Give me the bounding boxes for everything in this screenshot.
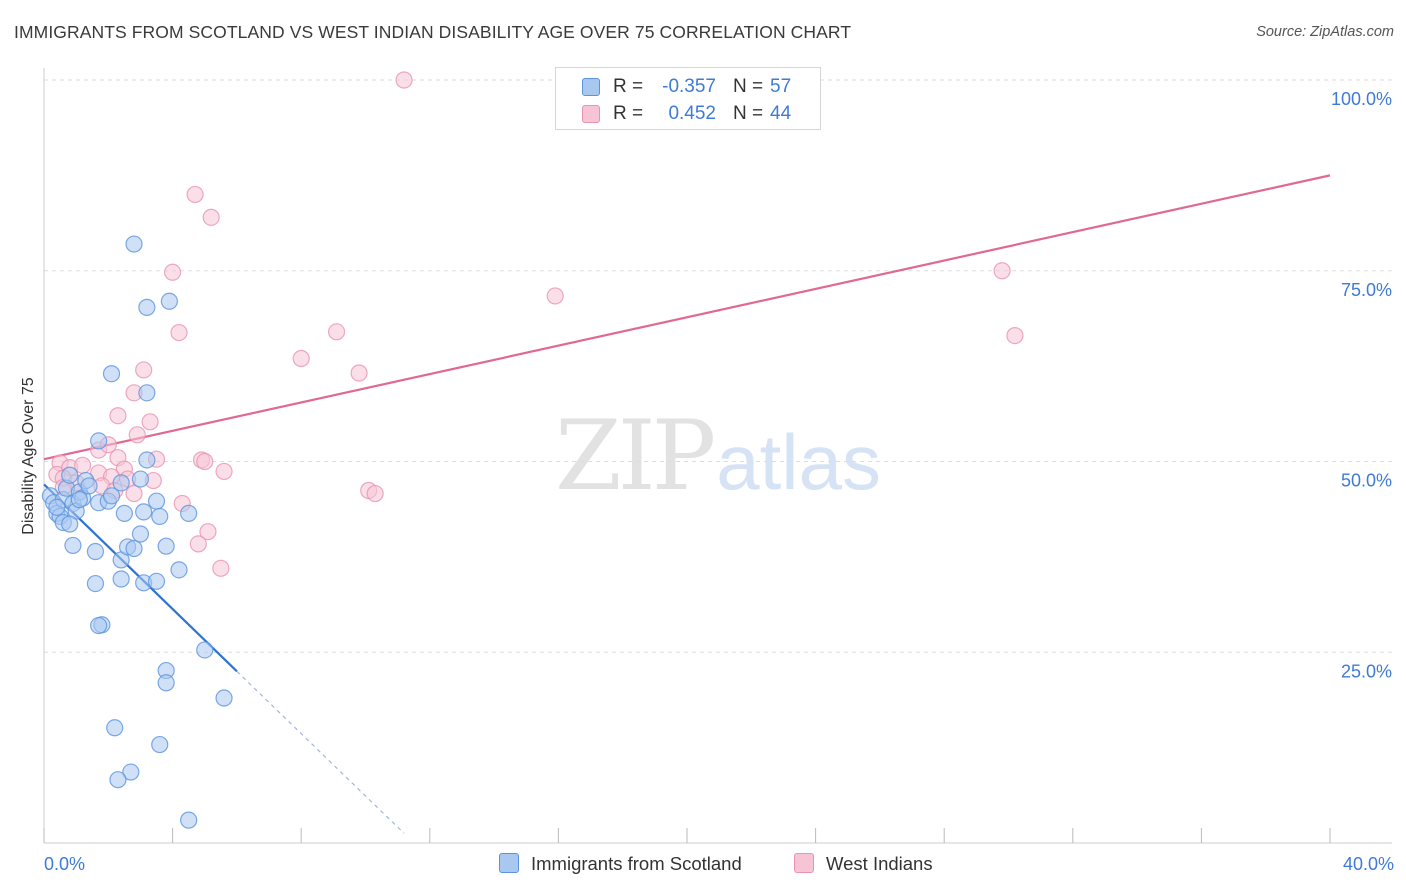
- west-indians-point: [164, 263, 182, 281]
- west-indians-point: [186, 185, 204, 204]
- scotland-point: [90, 432, 108, 450]
- west-indians-point: [993, 262, 1011, 280]
- scotland-point: [86, 574, 105, 593]
- west-indians-point: [202, 208, 220, 226]
- scotland-point: [102, 365, 121, 383]
- scotland-point: [122, 763, 140, 781]
- y-tick-label: 25.0%: [1341, 661, 1392, 681]
- scotland-point: [80, 477, 98, 495]
- grid-lines: [44, 79, 1392, 653]
- west-indians-point: [395, 71, 413, 89]
- scotland-point: [70, 491, 88, 509]
- west-indians-legend-swatch: [794, 853, 814, 873]
- n-label: N =: [733, 103, 764, 124]
- scotland-point: [170, 561, 188, 579]
- scotland-point: [160, 292, 178, 310]
- scotland-point: [131, 525, 150, 543]
- trend-lines: [43, 174, 1331, 834]
- r-label: R =: [613, 76, 644, 97]
- correlation-legend: R = -0.357 N = 57 R = 0.452 N = 44: [555, 67, 821, 130]
- scotland-point: [131, 470, 150, 488]
- chart-title: IMMIGRANTS FROM SCOTLAND VS WEST INDIAN …: [14, 22, 852, 42]
- n-value: 57: [770, 76, 792, 97]
- r-value: -0.357: [662, 76, 716, 97]
- west-indians-point: [327, 323, 346, 341]
- scotland-point: [135, 503, 153, 521]
- y-axis-label: Disability Age Over 75: [20, 377, 37, 535]
- scotland-legend-label: Immigrants from Scotland: [531, 853, 742, 874]
- west-indians-point: [366, 484, 384, 503]
- scotland-point: [48, 498, 66, 516]
- west-indians-point: [212, 559, 230, 577]
- west-indians-point: [189, 535, 207, 553]
- r-label: R =: [613, 103, 644, 124]
- scotland-trend-extension: [236, 670, 405, 834]
- scotland-point: [90, 616, 108, 635]
- watermark-zip: ZIP: [555, 400, 716, 512]
- n-value: 44: [770, 103, 792, 124]
- scotland-point: [147, 492, 166, 510]
- y-tick-label: 50.0%: [1341, 471, 1392, 491]
- scotland-point: [138, 384, 156, 402]
- x-tick-label: 0.0%: [44, 854, 85, 874]
- west-indians-point: [196, 452, 214, 471]
- west-indians-point: [128, 426, 146, 444]
- data-points: [41, 71, 1024, 829]
- scotland-point: [125, 235, 143, 253]
- scotland-point: [112, 570, 130, 588]
- scotland-point: [106, 719, 124, 737]
- west-indians-point: [170, 323, 188, 342]
- west-indians-point: [215, 462, 233, 481]
- scotland-point: [151, 735, 169, 754]
- legend-row-scotland: R = -0.357 N = 57: [556, 75, 820, 101]
- scotland-point: [157, 537, 175, 555]
- west-indians-point: [125, 484, 143, 503]
- scotland-point: [151, 507, 169, 526]
- west-indians-swatch: [582, 105, 600, 123]
- west-indians-point: [546, 287, 564, 305]
- scotland-point: [112, 474, 130, 492]
- scotland-point: [157, 674, 175, 692]
- scotland-point: [125, 539, 143, 558]
- west-indians-point: [350, 364, 368, 382]
- west-indians-trend-line: [43, 174, 1331, 461]
- scotland-point: [61, 466, 79, 484]
- scotland-point: [180, 811, 198, 829]
- west-indians-point: [199, 523, 217, 541]
- scotland-point: [180, 504, 198, 522]
- y-tick-label: 100.0%: [1331, 89, 1392, 109]
- scotland-point: [138, 298, 156, 316]
- y-tick-label: 75.0%: [1341, 280, 1392, 300]
- n-label: N =: [733, 76, 764, 97]
- scotland-point: [138, 451, 156, 469]
- west-indians-point: [1006, 327, 1024, 345]
- scotland-point: [86, 542, 105, 561]
- scotland-swatch: [582, 78, 600, 96]
- scotland-point: [215, 689, 233, 707]
- scotland-legend-swatch: [499, 853, 519, 873]
- scotland-point: [196, 641, 214, 659]
- scotland-point: [64, 536, 82, 555]
- r-value: 0.452: [668, 103, 716, 124]
- scotland-point: [109, 771, 127, 789]
- west-indians-point: [135, 361, 153, 379]
- source-credit: Source: ZipAtlas.com: [1256, 24, 1394, 40]
- tick-labels: 25.0% 50.0% 75.0% 100.0% 0.0% 40.0%: [44, 89, 1394, 874]
- axes: [43, 68, 1392, 844]
- scotland-point: [61, 515, 79, 533]
- scotland-point: [102, 487, 121, 505]
- west-indians-legend-label: West Indians: [826, 853, 933, 874]
- scotland-point: [147, 572, 166, 590]
- x-tick-label: 40.0%: [1343, 854, 1394, 874]
- west-indians-point: [109, 407, 127, 425]
- legend-row-west-indians: R = 0.452 N = 44: [556, 102, 820, 128]
- west-indians-point: [292, 349, 310, 368]
- scotland-point: [115, 504, 133, 522]
- west-indians-point: [141, 413, 159, 431]
